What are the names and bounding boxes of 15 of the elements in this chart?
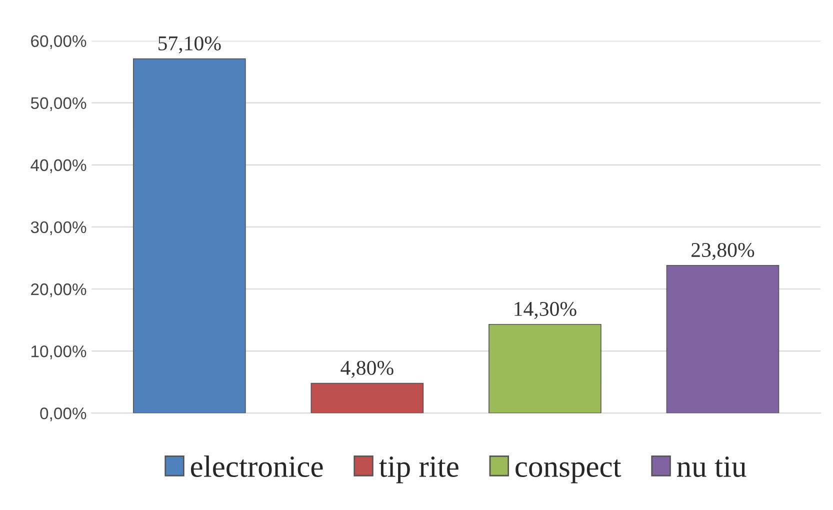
data-label: 57,10% (158, 36, 221, 54)
y-tick-label: 30,00% (30, 221, 86, 236)
y-tick-label: 0,00% (40, 408, 86, 422)
legend-label: conspect (516, 459, 622, 484)
y-tick-label: 10,00% (32, 345, 86, 360)
y-tick-label: 20,00% (31, 283, 86, 298)
data-label: 23,80% (692, 242, 754, 260)
legend-label: nu tiu (677, 456, 746, 477)
legend-label: tip rite (379, 456, 458, 484)
legend-label: electronice (190, 455, 323, 477)
y-tick-label: 50,00% (30, 97, 86, 112)
data-label: 14,30% (514, 302, 576, 319)
y-tick-label: 60,00% (31, 35, 86, 49)
y-tick-label: 40,00% (30, 159, 86, 174)
data-label: 4,80% (340, 360, 394, 378)
